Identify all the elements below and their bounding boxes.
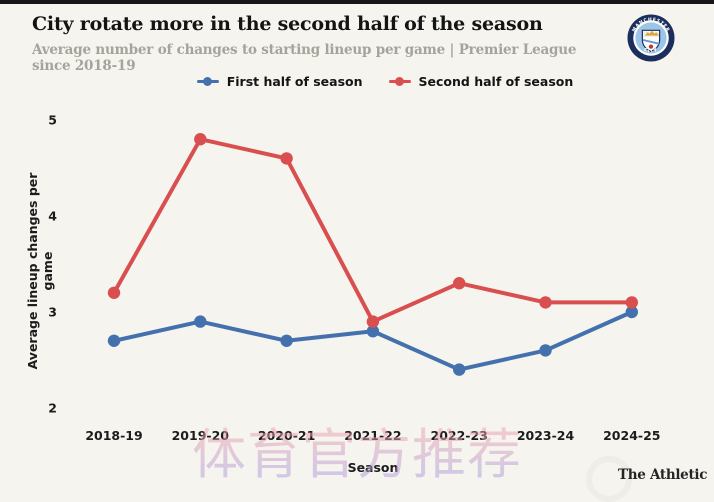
legend-label-first-half: First half of season [226, 73, 363, 89]
chart-header: City rotate more in the second half of t… [32, 13, 592, 74]
svg-text:2020-21: 2020-21 [258, 428, 315, 443]
manchester-city-crest-icon: MANCHESTER CITY [627, 14, 675, 62]
svg-text:2: 2 [48, 401, 57, 416]
svg-text:2018-19: 2018-19 [85, 428, 142, 443]
svg-text:CITY: CITY [643, 47, 659, 55]
y-axis-title: Average lineup changes per game [25, 172, 55, 370]
football-watermark-icon [586, 456, 632, 502]
svg-text:2022-23: 2022-23 [431, 428, 488, 443]
line-marker-icon [388, 76, 411, 86]
svg-text:2023-24: 2023-24 [517, 428, 575, 443]
page-subtitle: Average number of changes to starting li… [32, 41, 577, 74]
chart-legend: First half of season Second half of seas… [56, 71, 714, 91]
legend-item-first-half[interactable]: First half of season [196, 73, 363, 89]
svg-text:4: 4 [48, 209, 57, 224]
top-border [0, 0, 714, 4]
svg-text:2021-22: 2021-22 [344, 428, 401, 443]
svg-text:2019-20: 2019-20 [172, 428, 230, 443]
legend-item-second-half[interactable]: Second half of season [388, 73, 574, 89]
x-axis-title: Season [347, 460, 399, 475]
svg-text:5: 5 [48, 113, 57, 128]
svg-text:3: 3 [48, 305, 57, 320]
line-marker-icon [196, 76, 219, 86]
svg-text:2024-25: 2024-25 [603, 428, 660, 443]
legend-label-second-half: Second half of season [418, 73, 574, 89]
athletic-credit: The Athletic [618, 467, 708, 483]
page-title: City rotate more in the second half of t… [32, 13, 543, 35]
